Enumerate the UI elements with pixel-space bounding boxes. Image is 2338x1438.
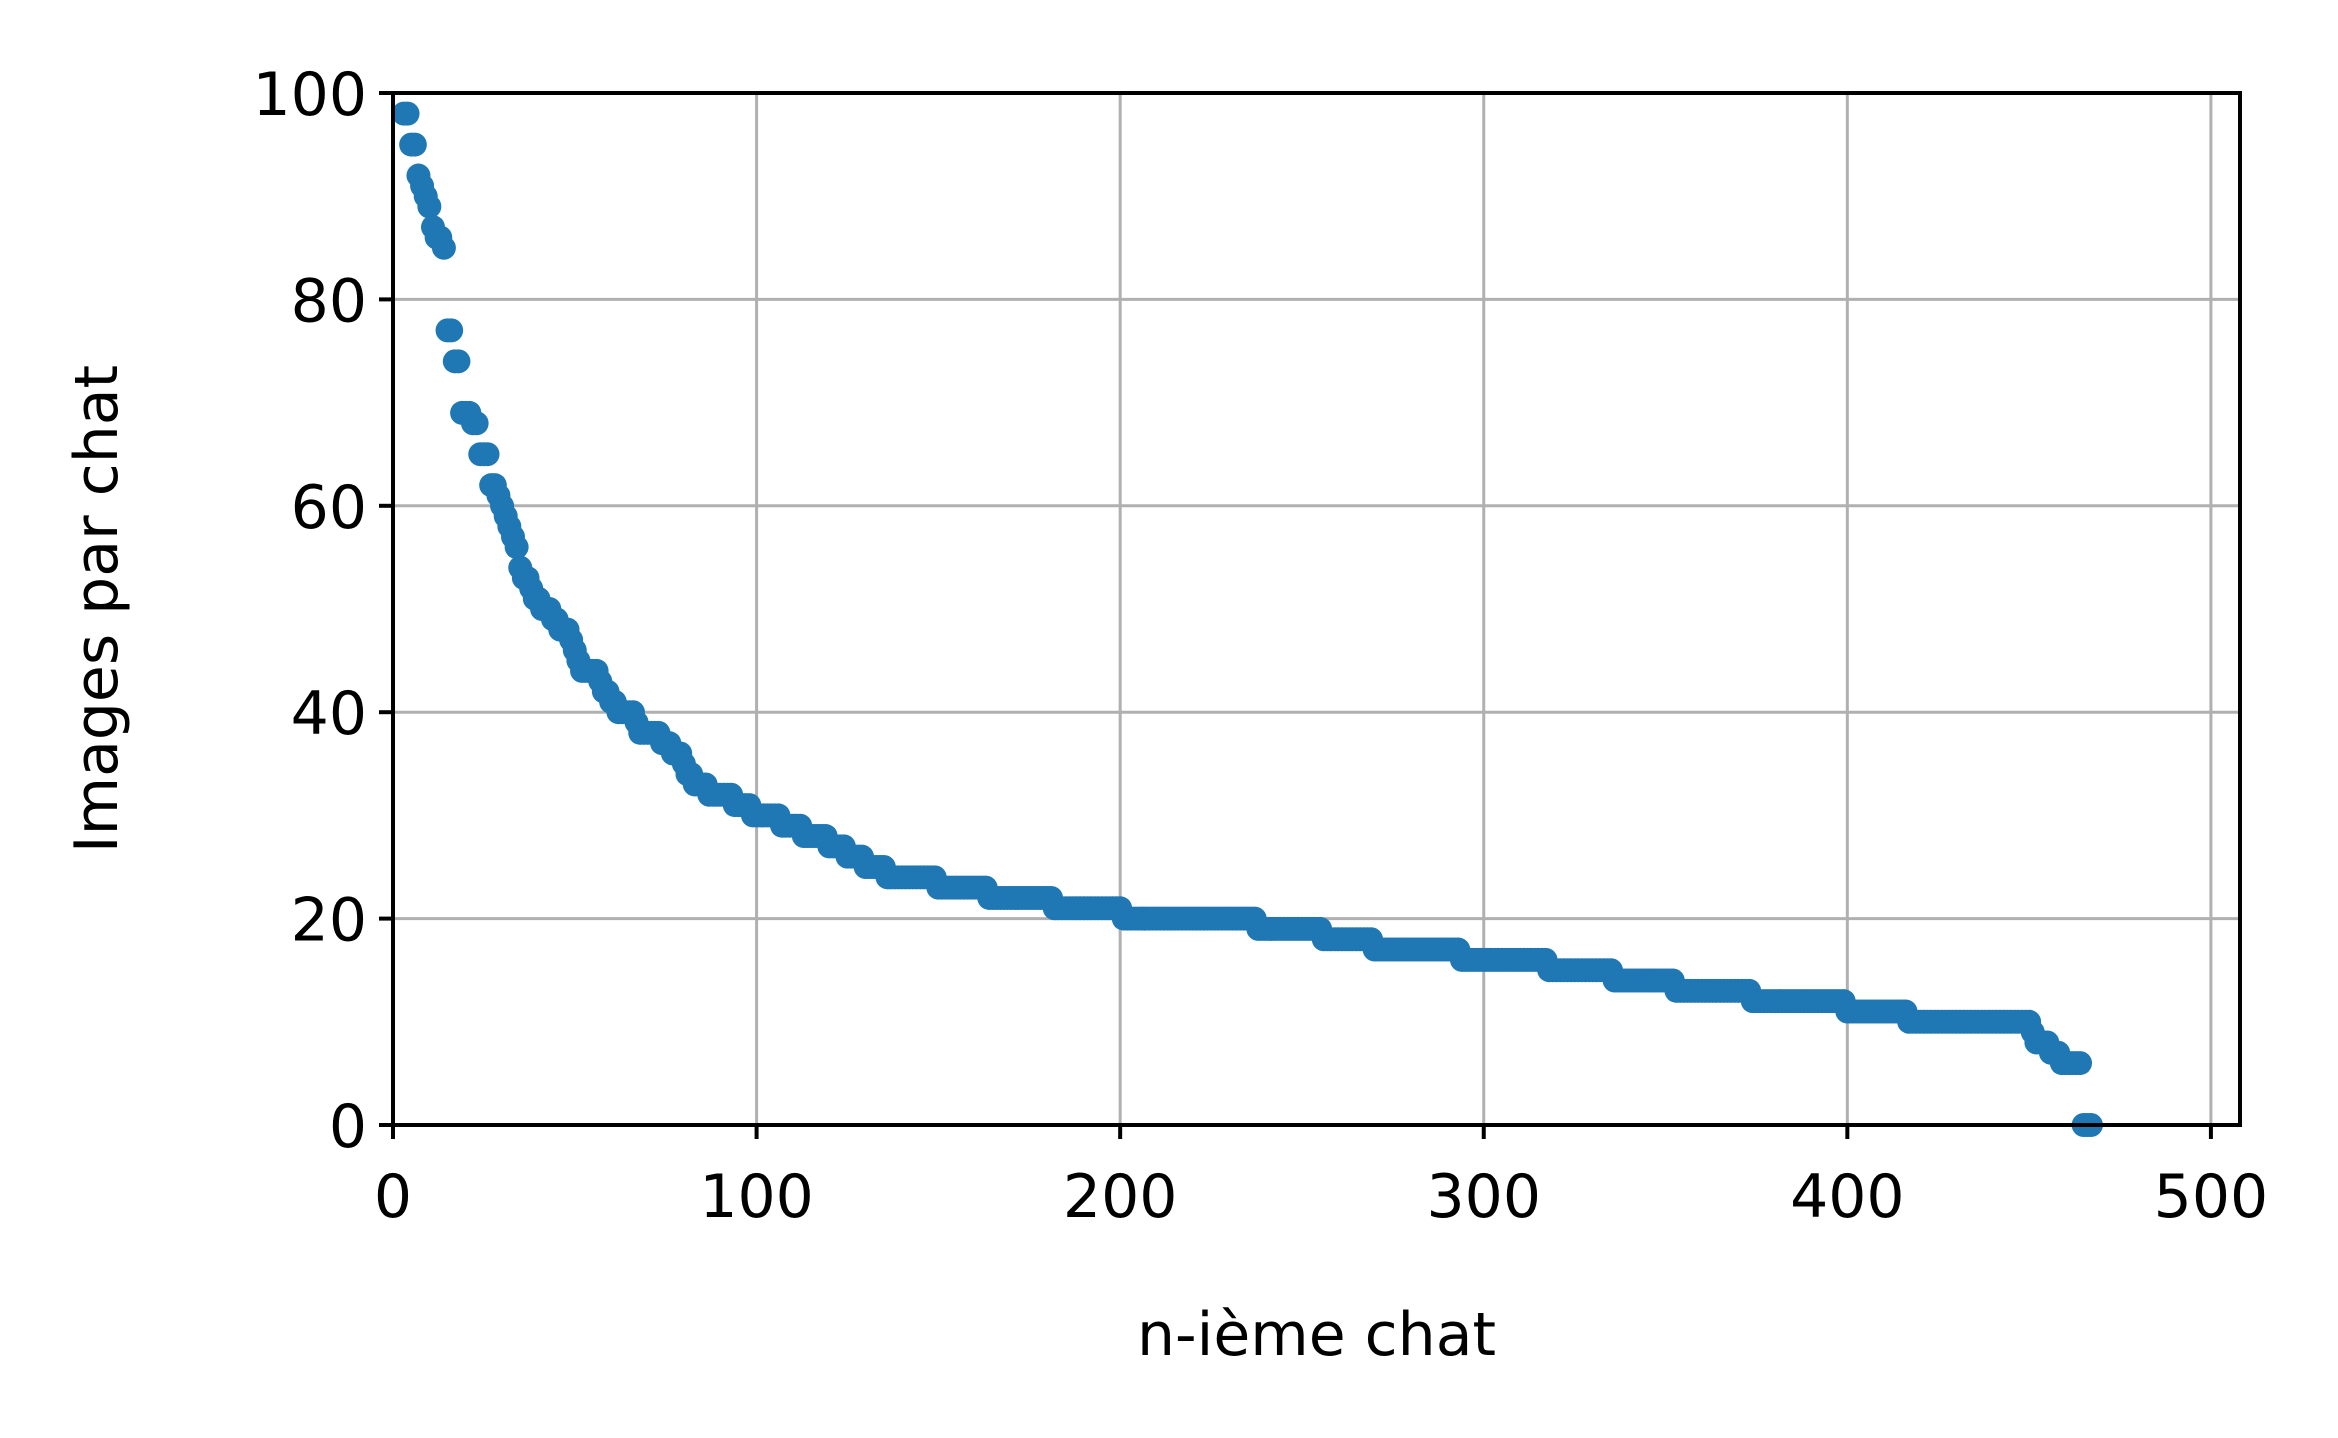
data-point <box>395 101 420 126</box>
x-axis-title: n-ième chat <box>1137 1300 1496 1370</box>
x-tick-label: 0 <box>374 1162 412 1232</box>
x-tick-label: 300 <box>1426 1162 1541 1232</box>
x-tick-label: 200 <box>1063 1162 1178 1232</box>
data-points <box>391 101 2103 1137</box>
data-point <box>417 194 442 219</box>
data-point <box>446 349 471 374</box>
data-point <box>504 535 529 560</box>
plot-frame <box>391 91 2242 1127</box>
y-tick-label: 40 <box>291 679 367 749</box>
x-tick-label: 500 <box>2154 1162 2269 1232</box>
x-tick-label: 100 <box>699 1162 814 1232</box>
data-point <box>431 235 456 260</box>
data-point <box>464 411 489 436</box>
axis-ticks: 0 100 200 300 400 500 0 20 40 60 80 100 <box>252 60 2268 1232</box>
y-axis-title: Images par chat <box>62 365 132 853</box>
y-tick-label: 100 <box>252 60 367 130</box>
data-point <box>475 442 500 467</box>
y-tick-label: 20 <box>291 886 367 956</box>
data-point <box>439 318 464 343</box>
data-point <box>402 132 427 157</box>
y-tick-label: 60 <box>291 473 367 543</box>
x-tick-label: 400 <box>1790 1162 1905 1232</box>
data-point <box>2068 1051 2093 1076</box>
y-tick-label: 80 <box>291 266 367 336</box>
y-tick-label: 0 <box>329 1092 367 1162</box>
